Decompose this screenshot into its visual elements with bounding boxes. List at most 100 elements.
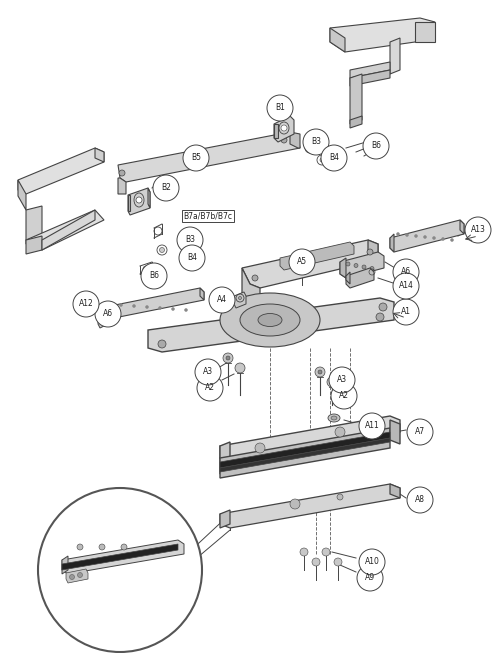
Circle shape: [73, 291, 99, 317]
Circle shape: [346, 262, 350, 266]
Circle shape: [322, 548, 330, 556]
Polygon shape: [220, 484, 400, 528]
Ellipse shape: [328, 414, 340, 422]
Text: A8: A8: [415, 496, 425, 505]
Text: B6: B6: [371, 142, 381, 150]
Circle shape: [197, 375, 223, 401]
Text: A3: A3: [337, 375, 347, 385]
Circle shape: [393, 273, 419, 299]
Circle shape: [120, 304, 122, 306]
Circle shape: [289, 249, 315, 275]
Circle shape: [303, 129, 329, 155]
Circle shape: [465, 217, 491, 243]
Circle shape: [318, 370, 322, 374]
Circle shape: [407, 419, 433, 445]
Circle shape: [223, 353, 233, 363]
Circle shape: [424, 236, 426, 238]
Circle shape: [238, 296, 242, 300]
Polygon shape: [100, 304, 104, 320]
Polygon shape: [200, 288, 204, 300]
Text: A6: A6: [401, 268, 411, 276]
Polygon shape: [220, 438, 390, 472]
Polygon shape: [346, 272, 350, 284]
Text: A5: A5: [297, 257, 307, 266]
Circle shape: [393, 299, 419, 325]
Circle shape: [337, 494, 343, 500]
Text: B4: B4: [329, 153, 339, 163]
Circle shape: [158, 306, 162, 310]
Text: A13: A13: [470, 225, 486, 234]
Text: A2: A2: [339, 392, 349, 400]
Polygon shape: [148, 188, 150, 208]
Circle shape: [300, 548, 308, 556]
Circle shape: [354, 264, 358, 268]
Polygon shape: [350, 74, 362, 124]
Circle shape: [406, 234, 408, 236]
Polygon shape: [368, 240, 378, 260]
Text: B3: B3: [185, 236, 195, 244]
Polygon shape: [330, 28, 345, 52]
Circle shape: [95, 301, 121, 327]
Polygon shape: [242, 240, 378, 288]
Circle shape: [195, 359, 221, 385]
Polygon shape: [346, 268, 374, 288]
Circle shape: [281, 137, 287, 143]
Polygon shape: [18, 180, 26, 210]
Text: A4: A4: [217, 296, 227, 304]
Text: A1: A1: [401, 308, 411, 317]
Circle shape: [252, 275, 258, 281]
Polygon shape: [18, 148, 104, 194]
Text: A11: A11: [364, 421, 380, 430]
Text: A3: A3: [203, 368, 213, 377]
Circle shape: [226, 356, 230, 360]
Circle shape: [158, 340, 166, 348]
Text: B2: B2: [161, 183, 171, 193]
Circle shape: [177, 227, 203, 253]
Text: B7a/B7b/B7c: B7a/B7b/B7c: [184, 212, 232, 221]
Circle shape: [209, 287, 235, 313]
Circle shape: [153, 175, 179, 201]
Text: B3: B3: [311, 138, 321, 146]
Circle shape: [281, 125, 287, 131]
Polygon shape: [66, 569, 88, 583]
Polygon shape: [100, 288, 204, 320]
Circle shape: [235, 363, 245, 373]
Circle shape: [315, 367, 325, 377]
Polygon shape: [242, 268, 260, 302]
Polygon shape: [340, 258, 346, 278]
Circle shape: [370, 266, 374, 270]
Circle shape: [312, 558, 320, 566]
Polygon shape: [274, 116, 294, 142]
Polygon shape: [415, 22, 435, 42]
Polygon shape: [62, 540, 184, 574]
Polygon shape: [390, 420, 400, 444]
Text: A7: A7: [415, 428, 425, 436]
Circle shape: [141, 263, 167, 289]
Text: A2: A2: [205, 383, 215, 392]
Ellipse shape: [220, 293, 320, 347]
Circle shape: [255, 443, 265, 453]
Circle shape: [77, 544, 83, 550]
Circle shape: [376, 313, 384, 321]
Circle shape: [119, 170, 125, 176]
Ellipse shape: [240, 304, 300, 336]
Polygon shape: [62, 544, 178, 570]
Circle shape: [442, 238, 444, 240]
Polygon shape: [220, 416, 400, 462]
Circle shape: [379, 303, 387, 311]
Circle shape: [359, 549, 385, 575]
Circle shape: [290, 499, 300, 509]
Text: A12: A12: [78, 300, 94, 308]
Text: B1: B1: [275, 103, 285, 112]
Circle shape: [367, 249, 373, 255]
Circle shape: [334, 558, 342, 566]
Circle shape: [329, 367, 355, 393]
Circle shape: [363, 133, 389, 159]
Text: A10: A10: [364, 558, 380, 567]
Circle shape: [450, 238, 454, 242]
Circle shape: [78, 573, 82, 577]
Text: B5: B5: [191, 153, 201, 163]
Circle shape: [335, 427, 345, 437]
Circle shape: [396, 232, 400, 236]
Circle shape: [331, 383, 357, 409]
